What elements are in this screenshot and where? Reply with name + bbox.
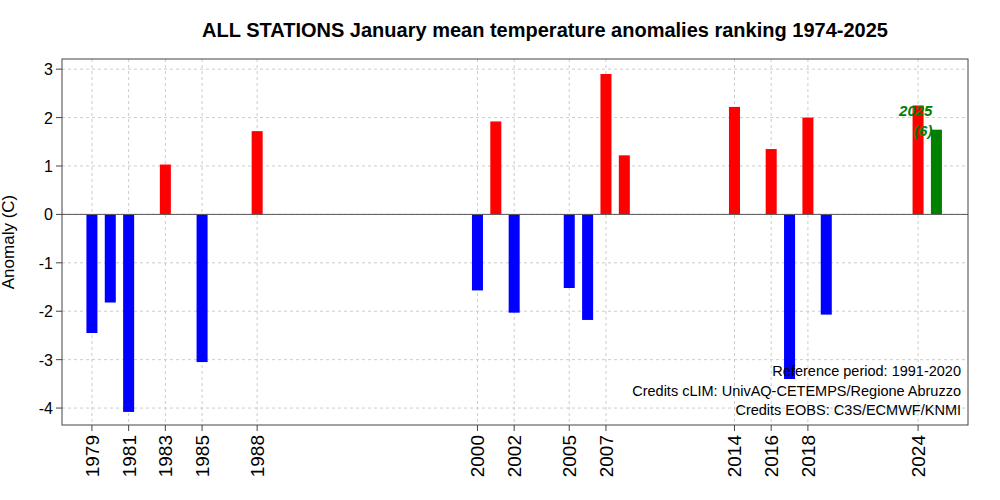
x-tick-label: 2024 xyxy=(908,435,929,478)
x-tick xyxy=(257,425,258,431)
plot-frame xyxy=(62,59,968,425)
y-tick-label: 2 xyxy=(44,110,53,127)
x-tick-label: 2018 xyxy=(798,435,819,477)
y-tick xyxy=(56,359,62,360)
bar xyxy=(105,214,116,302)
chart: ALL STATIONS January mean temperature an… xyxy=(0,0,1000,500)
bar xyxy=(509,214,520,312)
y-tick xyxy=(56,214,62,215)
x-tick xyxy=(918,425,919,431)
x-tick-label: 2005 xyxy=(559,435,580,477)
x-tick-label: 2000 xyxy=(467,435,488,477)
highlight-rank: (6) xyxy=(914,122,932,139)
bar xyxy=(729,107,740,214)
x-tick-label: 2007 xyxy=(596,435,617,477)
grid-line-y xyxy=(62,214,968,215)
bars xyxy=(86,74,942,412)
bar xyxy=(564,214,575,288)
y-tick-label: -4 xyxy=(39,400,53,417)
grid-line-x xyxy=(257,59,258,425)
y-tick-label: -2 xyxy=(39,303,53,320)
y-tick xyxy=(56,69,62,70)
x-tick xyxy=(734,425,735,431)
bar xyxy=(197,214,208,362)
x-tick-label: 1981 xyxy=(119,435,140,477)
grid-line-y xyxy=(62,117,968,118)
y-tick-label: 1 xyxy=(44,158,53,175)
zero-line xyxy=(62,214,968,215)
bar xyxy=(86,214,97,333)
bar xyxy=(490,121,501,214)
bar xyxy=(821,214,832,314)
x-tick xyxy=(165,425,166,431)
x-tick-label: 1979 xyxy=(82,435,103,477)
y-tick xyxy=(56,165,62,166)
x-tick xyxy=(771,425,772,431)
y-tick-label: 3 xyxy=(44,61,53,78)
credit-note: Reference period: 1991-2020 xyxy=(772,363,961,379)
y-axis-label: Anomaly (C) xyxy=(0,195,18,289)
title: ALL STATIONS January mean temperature an… xyxy=(202,19,888,41)
x-tick-label: 1983 xyxy=(155,435,176,477)
x-tick xyxy=(202,425,203,431)
x-tick-label: 2002 xyxy=(504,435,525,477)
x-tick xyxy=(477,425,478,431)
grid-line-x xyxy=(165,59,166,425)
x-tick-label: 1988 xyxy=(247,435,268,477)
y-tick xyxy=(56,117,62,118)
bar xyxy=(252,131,263,214)
bar xyxy=(619,155,630,214)
grid-line-y xyxy=(62,69,968,70)
bar xyxy=(123,214,134,412)
y-tick-label: 0 xyxy=(44,206,53,223)
y-tick xyxy=(56,311,62,312)
y-tick-label: -1 xyxy=(39,255,53,272)
bar xyxy=(472,214,483,290)
x-tick xyxy=(605,425,606,431)
bar xyxy=(160,165,171,215)
bar xyxy=(600,74,611,214)
x-tick xyxy=(807,425,808,431)
grid-line-y xyxy=(62,165,968,166)
x-tick-label: 2016 xyxy=(761,435,782,477)
credit-note: Credits cLIM: UnivAQ-CETEMPS/Regione Abr… xyxy=(632,383,961,399)
bar xyxy=(766,149,777,214)
y-tick xyxy=(56,408,62,409)
bar xyxy=(931,130,942,215)
x-tick xyxy=(91,425,92,431)
bar xyxy=(784,214,795,379)
x-tick-label: 1985 xyxy=(192,435,213,477)
x-tick xyxy=(514,425,515,431)
y-tick-label: -3 xyxy=(39,352,53,369)
bar xyxy=(802,118,813,215)
x-tick-label: 2014 xyxy=(724,435,745,478)
y-tick xyxy=(56,262,62,263)
x-tick xyxy=(128,425,129,431)
highlight-year: 2025 xyxy=(898,102,933,119)
bar xyxy=(582,214,593,320)
x-tick xyxy=(569,425,570,431)
credit-note: Credits EOBS: C3S/ECMWF/KNMI xyxy=(735,402,961,418)
